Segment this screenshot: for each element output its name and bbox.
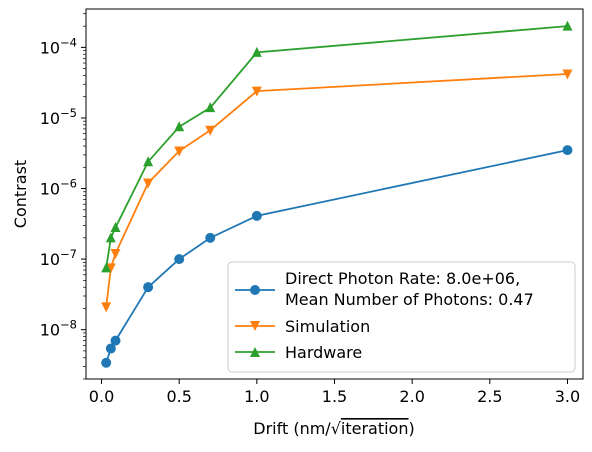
data-point	[562, 20, 573, 31]
data-point	[251, 46, 262, 57]
data-point	[143, 156, 154, 167]
x-axis-label-suffix: )	[408, 419, 414, 438]
x-tick-label: 1.5	[322, 387, 347, 406]
data-point	[101, 262, 112, 273]
legend-label-hardware: Hardware	[285, 343, 362, 362]
data-point	[110, 249, 121, 260]
data-point	[174, 121, 185, 132]
x-tick-label: 2.0	[399, 387, 424, 406]
legend-label-simulation: Simulation	[285, 317, 370, 336]
data-point	[110, 222, 121, 233]
data-point	[174, 254, 185, 265]
x-axis-label: Drift (nm/√iteration)	[253, 419, 414, 438]
data-point	[205, 102, 216, 113]
y-axis: 10−8 10−7 10−6 10−5 10−4	[40, 13, 86, 380]
y-tick-label: 10−4	[40, 35, 77, 57]
data-point	[562, 69, 573, 80]
data-point	[562, 145, 573, 156]
y-tick-label: 10−8	[40, 318, 77, 340]
data-point	[143, 178, 154, 189]
data-point	[251, 86, 262, 97]
legend-marker-direct-icon	[250, 285, 260, 295]
x-axis: 0.0 0.5 1.0 1.5 2.0 2.5 3.0	[89, 379, 580, 406]
data-point	[205, 232, 216, 243]
data-point	[105, 263, 116, 274]
x-axis-label-prefix: Drift (nm/	[253, 419, 331, 438]
data-point	[205, 125, 216, 136]
legend-label-direct-line2: Mean Number of Photons: 0.47	[285, 290, 534, 309]
x-tick-label: 3.0	[555, 387, 580, 406]
x-axis-label-radical: √	[331, 419, 342, 438]
data-point	[143, 282, 154, 293]
x-tick-label: 0.0	[89, 387, 114, 406]
x-tick-label: 2.5	[477, 387, 502, 406]
data-point	[101, 302, 112, 313]
data-point	[105, 232, 116, 243]
legend-marker-simulation-icon	[250, 321, 260, 331]
legend-box	[227, 261, 576, 373]
data-point	[251, 210, 262, 221]
legend-label-direct-line1: Direct Photon Rate: 8.0e+06,	[285, 269, 520, 288]
legend: Direct Photon Rate: 8.0e+06, Mean Number…	[227, 261, 576, 373]
x-tick-label: 0.5	[166, 387, 191, 406]
y-tick-label: 10−5	[40, 106, 77, 128]
y-axis-label: Contrast	[11, 160, 30, 228]
legend-marker-hardware-icon	[250, 347, 260, 357]
y-tick-label: 10−6	[40, 177, 77, 199]
series-layer	[101, 20, 573, 368]
data-point	[174, 146, 185, 157]
x-axis-label-radicand: iteration	[341, 419, 409, 438]
y-tick-label: 10−7	[40, 247, 77, 269]
data-point	[105, 343, 116, 354]
data-point	[110, 335, 121, 346]
data-point	[101, 357, 112, 368]
x-tick-label: 1.0	[244, 387, 269, 406]
